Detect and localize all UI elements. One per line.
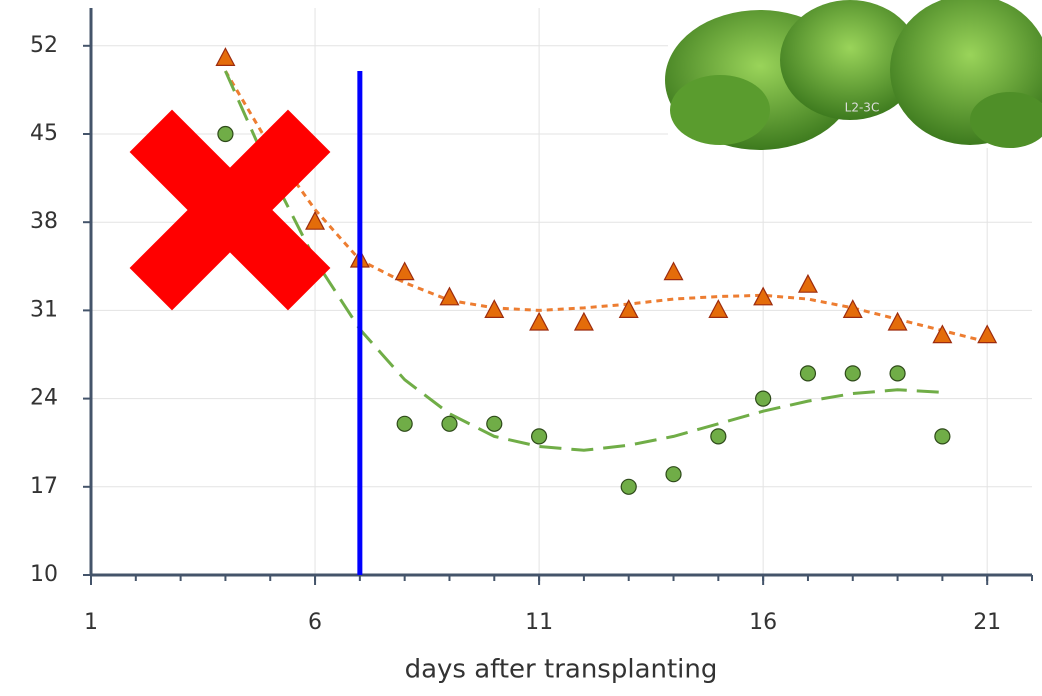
x-tick-label: 1 bbox=[84, 610, 98, 635]
triangle-point bbox=[708, 299, 729, 318]
triangle-point bbox=[529, 311, 550, 331]
x-tick-label: 16 bbox=[749, 610, 777, 635]
circle-point bbox=[486, 415, 503, 432]
circle-point bbox=[799, 365, 817, 382]
y-tick-label: 31 bbox=[30, 297, 58, 322]
triangle-point bbox=[573, 311, 594, 331]
circle-point bbox=[620, 478, 637, 495]
triangle-point bbox=[305, 210, 326, 230]
lettuce-image: L2-3C bbox=[665, 0, 1042, 150]
triangle-point bbox=[394, 261, 415, 281]
triangle-point bbox=[439, 286, 460, 306]
y-tick-label: 52 bbox=[30, 33, 58, 58]
circle-point bbox=[889, 365, 906, 382]
circle-point bbox=[710, 428, 727, 445]
circle-point bbox=[217, 125, 234, 143]
red-cross bbox=[129, 109, 331, 311]
triangle-point bbox=[977, 324, 998, 344]
y-tick-label: 38 bbox=[30, 209, 58, 234]
triangle-point bbox=[932, 324, 953, 344]
y-tick-label: 17 bbox=[30, 474, 58, 499]
cross-bar bbox=[129, 109, 331, 311]
circle-point bbox=[665, 466, 682, 483]
triangle-point bbox=[215, 47, 236, 67]
trend-line bbox=[224, 70, 943, 452]
trend-line bbox=[224, 70, 988, 344]
y-tick-label: 10 bbox=[30, 562, 58, 587]
y-tick-label: 45 bbox=[30, 121, 58, 146]
circle-point bbox=[441, 415, 458, 432]
y-tick-label: 24 bbox=[30, 386, 58, 411]
circle-point bbox=[396, 415, 413, 432]
circle-point bbox=[755, 390, 772, 407]
triangle-point bbox=[753, 286, 774, 306]
image-label: L2-3C bbox=[845, 101, 880, 115]
x-axis-label: days after transplanting bbox=[405, 655, 718, 685]
circle-point bbox=[934, 428, 951, 445]
triangle-point bbox=[618, 299, 639, 318]
triangle-point bbox=[887, 311, 908, 331]
circle-point bbox=[844, 365, 861, 382]
triangle-point bbox=[663, 261, 684, 281]
x-tick-label: 11 bbox=[525, 610, 553, 635]
x-tick-label: 21 bbox=[973, 610, 1001, 635]
triangle-point bbox=[484, 299, 505, 318]
x-tick-label: 6 bbox=[308, 610, 322, 635]
triangle-point bbox=[797, 273, 818, 293]
triangle-point bbox=[842, 299, 863, 318]
circle-point bbox=[530, 428, 548, 445]
